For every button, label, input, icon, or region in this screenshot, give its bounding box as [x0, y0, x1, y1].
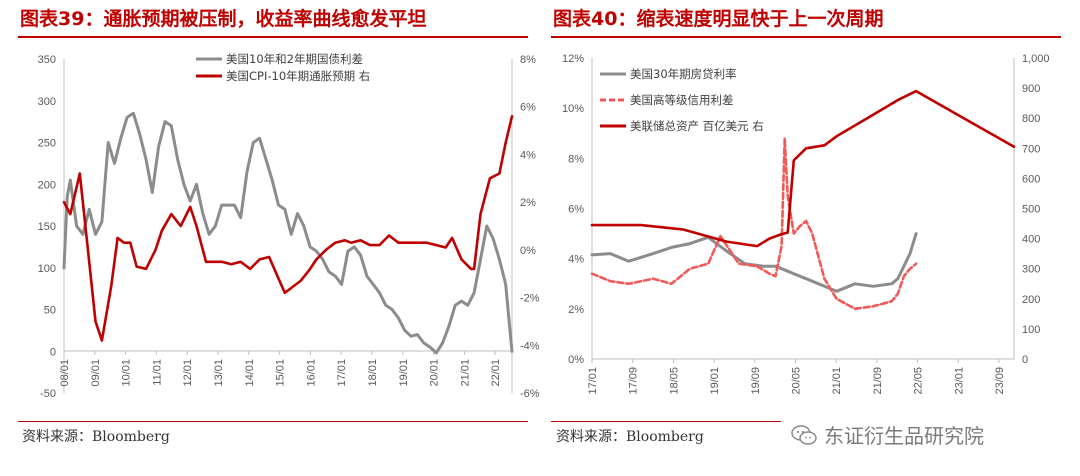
left-y-tick-right: 2% — [520, 197, 536, 209]
right-x-tick-label: 17/01 — [587, 367, 599, 395]
right-title-rule — [551, 36, 1061, 38]
wechat-icon — [791, 424, 817, 445]
left-x-tick-label: 12/01 — [182, 359, 194, 387]
left-y-tick-right: 6% — [520, 102, 536, 114]
left-x-tick-label: 22/01 — [490, 359, 502, 387]
right-y-tick-left: 6% — [568, 204, 584, 216]
right-x-tick-label: 20/05 — [791, 367, 803, 395]
right-chart: 12% 10% 8% 6% 4% 2% 0% 1,000 900 800 700 600 500 400 3… — [562, 53, 1050, 395]
left-source: 资料来源：Bloomberg — [22, 429, 170, 445]
right-y-tick-left: 12% — [562, 53, 584, 65]
right-y-tick-right: 1,000 — [1022, 53, 1050, 65]
right-y-tick-right: 800 — [1022, 113, 1040, 125]
left-x-tick-label: 17/01 — [336, 359, 348, 387]
left-y-tick-right: 4% — [520, 149, 536, 161]
right-y-tick-right: 200 — [1022, 294, 1040, 306]
right-x-tick-label: 22/05 — [913, 367, 925, 395]
left-x-tick-label: 08/01 — [59, 359, 71, 387]
left-y-tick-right: 0% — [520, 245, 536, 257]
right-y-tick-right: 700 — [1022, 143, 1040, 155]
watermark-text: 东证衍生品研究院 — [824, 424, 984, 448]
left-x-tick-label: 14/01 — [244, 359, 256, 387]
right-series-line — [590, 137, 918, 311]
right-x-tick-label: 17/09 — [628, 367, 640, 395]
right-x-tick-label: 21/01 — [831, 367, 843, 395]
left-x-tick-label: 11/01 — [151, 359, 163, 386]
left-y-tick-left: 300 — [38, 96, 56, 108]
left-y-tick-right: -4% — [520, 340, 540, 352]
right-series-line — [590, 89, 1016, 248]
left-title-rule — [18, 36, 528, 38]
left-x-tick-label: 13/01 — [213, 359, 225, 387]
right-y-tick-left: 4% — [568, 254, 584, 266]
left-series-line — [62, 111, 514, 355]
left-chart-title: 图表39：通胀预期被压制，收益率曲线愈发平坦 — [20, 8, 427, 30]
left-source-rule — [18, 421, 528, 422]
left-x-tick-label: 20/01 — [429, 359, 441, 387]
left-y-tick-left: 50 — [44, 305, 56, 317]
right-y-tick-right: 600 — [1022, 173, 1040, 185]
left-y-tick-left: 350 — [38, 54, 56, 66]
left-x-tick-label: 09/01 — [90, 359, 102, 387]
right-x-tick-label: 21/09 — [872, 367, 884, 395]
right-y-tick-left: 8% — [568, 153, 584, 165]
right-x-tick-label: 23/01 — [953, 367, 965, 395]
right-legend-label: 美联储总资产 百亿美元 右 — [630, 119, 764, 133]
left-x-tick-label: 15/01 — [275, 359, 287, 387]
left-legend-label: 美国10年和2年期国债利差 — [226, 52, 363, 66]
right-x-tick-label: 19/09 — [750, 367, 762, 395]
right-x-tick-label: 18/05 — [668, 367, 680, 395]
left-y-tick-left: 150 — [38, 221, 56, 233]
left-chart: 350 300 250 200 150 100 50 0 -50 8% 6% 4% 2% 0% -2% -4%… — [38, 52, 540, 400]
left-x-tick-label: 19/01 — [398, 359, 410, 387]
right-legend-label: 美国高等级信用利差 — [630, 93, 734, 107]
left-y-tick-right: 8% — [520, 54, 536, 66]
right-x-tick-label: 23/09 — [994, 367, 1006, 395]
left-y-tick-left: 0 — [50, 346, 56, 358]
left-y-tick-right: -2% — [520, 293, 540, 305]
right-series-line — [590, 232, 918, 293]
left-y-tick-left: 100 — [38, 263, 56, 275]
right-chart-title: 图表40：缩表速度明显快于上一次周期 — [553, 8, 884, 30]
watermark: 东证衍生品研究院 — [790, 420, 984, 449]
left-y-tick-right: -6% — [520, 388, 540, 400]
right-y-tick-right: 900 — [1022, 83, 1040, 95]
left-x-tick-label: 16/01 — [305, 359, 317, 387]
right-y-tick-right: 0 — [1022, 354, 1028, 366]
right-y-tick-left: 2% — [568, 304, 584, 316]
left-legend-label: 美国CPI-10年期通胀预期 右 — [226, 69, 370, 83]
right-x-tick-label: 19/01 — [709, 367, 721, 395]
left-x-tick-label: 21/01 — [459, 359, 471, 387]
right-y-tick-right: 100 — [1022, 324, 1040, 336]
right-y-tick-right: 500 — [1022, 204, 1040, 216]
left-y-tick-left: 250 — [38, 138, 56, 150]
left-x-tick-label: 18/01 — [367, 359, 379, 387]
left-y-tick-left: -50 — [40, 388, 56, 400]
right-y-tick-left: 0% — [568, 354, 584, 366]
right-y-tick-right: 400 — [1022, 234, 1040, 246]
right-source: 资料来源：Bloomberg — [556, 429, 704, 445]
left-series-line — [62, 115, 514, 342]
left-x-tick-label: 10/01 — [121, 359, 133, 387]
right-y-tick-left: 10% — [562, 103, 584, 115]
right-y-tick-right: 300 — [1022, 264, 1040, 276]
left-y-tick-left: 200 — [38, 179, 56, 191]
right-source-rule — [551, 421, 781, 422]
right-legend-label: 美国30年期房贷利率 — [630, 67, 737, 81]
